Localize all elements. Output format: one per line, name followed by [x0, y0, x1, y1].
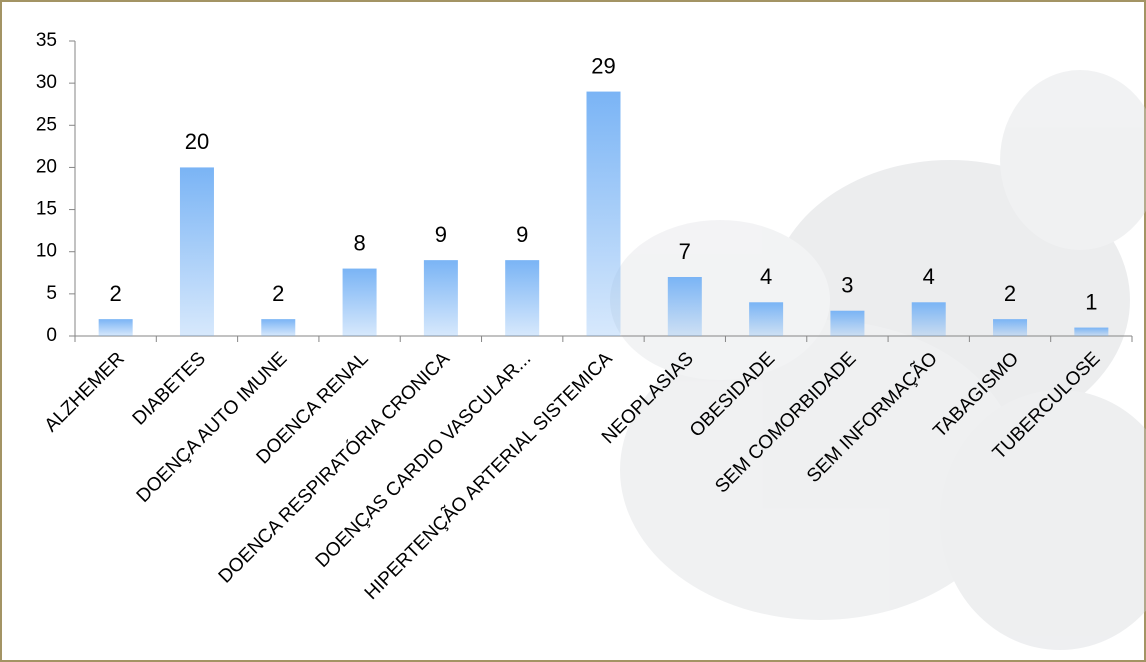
y-tick-label: 5 [46, 283, 57, 304]
data-label: 9 [516, 222, 528, 247]
bar [98, 319, 133, 336]
bar [586, 91, 621, 336]
data-label: 3 [841, 273, 853, 298]
y-tick-label: 35 [36, 30, 57, 51]
y-tick-label: 30 [36, 72, 57, 93]
bar [342, 268, 377, 336]
bar [261, 319, 296, 336]
bar [667, 277, 702, 336]
bar [179, 167, 214, 336]
y-tick-label: 20 [36, 156, 57, 177]
data-label: 4 [760, 264, 772, 289]
data-label: 7 [679, 239, 691, 264]
background-decoration [610, 70, 1146, 650]
data-label: 4 [923, 264, 935, 289]
data-label: 2 [1004, 281, 1016, 306]
bar [423, 260, 458, 336]
bar [993, 319, 1028, 336]
bar [830, 310, 865, 336]
data-label: 2 [272, 281, 284, 306]
bar [505, 260, 540, 336]
data-label: 2 [110, 281, 122, 306]
bar [749, 302, 784, 336]
y-tick-label: 25 [36, 114, 57, 135]
y-tick-label: 0 [46, 325, 57, 346]
data-label: 9 [435, 222, 447, 247]
bar [1074, 327, 1109, 336]
bar [911, 302, 946, 336]
y-tick-label: 10 [36, 241, 57, 262]
data-label: 29 [591, 53, 615, 78]
data-label: 20 [185, 129, 209, 154]
data-label: 1 [1085, 289, 1097, 314]
data-label: 8 [353, 230, 365, 255]
y-tick-label: 15 [36, 199, 57, 220]
